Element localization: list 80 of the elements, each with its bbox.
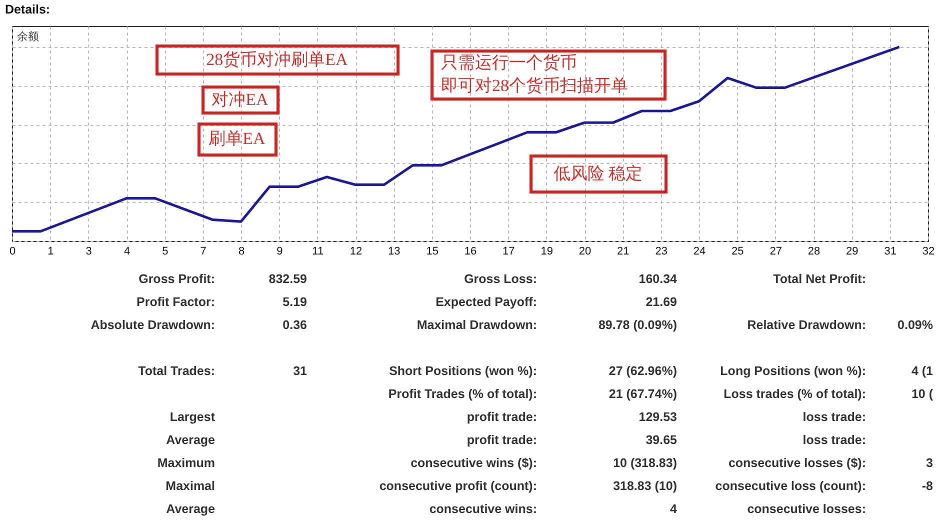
x-tick-label: 24 (693, 246, 706, 258)
text: -8 (922, 479, 934, 493)
text: profit trade: (466, 410, 537, 424)
x-tick-label: 28 (808, 246, 820, 258)
text: consecutive losses ($): (728, 456, 866, 470)
x-tick-label: 23 (655, 246, 668, 258)
text: Maximal (166, 479, 215, 493)
text: Expected Payoff: (436, 295, 537, 309)
text: consecutive loss (count): (715, 479, 866, 493)
text: consecutive wins ($): (410, 456, 537, 470)
text: Absolute Drawdown: (90, 318, 215, 332)
x-tick-label: 13 (388, 246, 400, 258)
text: Profit Factor: (136, 295, 215, 309)
text: 129.53 (638, 410, 678, 424)
text: 10 (318.83) (613, 456, 677, 470)
x-tick-label: 0 (9, 246, 16, 258)
text: 3 (926, 456, 934, 470)
text: Profit Trades (% of total): (388, 387, 537, 401)
text: 21 (67.74%) (608, 387, 677, 401)
text: consecutive losses: (747, 502, 866, 516)
x-tick-label: 15 (426, 246, 438, 258)
x-tick-label: 27 (770, 246, 782, 258)
chart-title: Details: (4, 2, 50, 16)
text: Average (166, 433, 216, 447)
text: 89.78 (0.09%) (598, 318, 677, 332)
text: 27 (62.96%) (608, 364, 677, 378)
text: loss trade: (802, 410, 866, 424)
annotation: 28货币对冲刷单EA (206, 50, 349, 69)
text: Loss trades (% of total): (724, 387, 866, 401)
text: Long Positions (won %): (720, 364, 866, 378)
annotation: 刷单EA (208, 129, 266, 148)
text: Relative Drawdown: (747, 318, 866, 332)
text: Maximal Drawdown: (416, 318, 537, 332)
x-tick-label: 16 (464, 246, 477, 258)
text: Short Positions (won %): (389, 364, 537, 378)
annotation: 只需运行一个货币 (441, 53, 577, 72)
text: Gross Profit: (138, 272, 215, 286)
text: Largest (170, 410, 216, 424)
text: 318.83 (10) (613, 479, 677, 493)
x-tick-label: 11 (312, 246, 324, 258)
text: consecutive wins: (429, 502, 537, 516)
x-tick-label: 12 (350, 246, 362, 258)
text: 4 (1 (911, 364, 934, 378)
x-tick-label: 19 (540, 246, 553, 258)
x-tick-label: 25 (732, 246, 744, 258)
text: Average (166, 502, 216, 516)
x-tick-label: 32 (922, 246, 935, 258)
text: 31 (293, 364, 308, 378)
x-tick-label: 1 (48, 246, 54, 258)
text: 4 (670, 502, 678, 516)
x-tick-label: 31 (884, 246, 896, 258)
text: Gross Loss: (464, 272, 537, 286)
text: 0.09% (898, 318, 933, 332)
text: 5.19 (282, 295, 308, 309)
text: 21.69 (646, 295, 678, 309)
text: 39.65 (646, 433, 678, 447)
x-tick-label: 7 (200, 246, 206, 258)
text: 832.59 (268, 272, 308, 286)
annotation: 即可对28个货币扫描开单 (441, 76, 628, 95)
text: 160.34 (638, 272, 678, 286)
x-tick-label: 21 (617, 246, 630, 258)
annotation: 对冲EA (212, 90, 270, 109)
x-tick-label: 29 (846, 246, 858, 258)
x-tick-label: 4 (124, 246, 130, 258)
text: Total Trades: (138, 364, 215, 378)
x-tick-label: 20 (578, 246, 592, 258)
text: Maximum (157, 456, 215, 470)
text: Total Net Profit: (773, 272, 866, 286)
text: 10 ( (911, 387, 934, 401)
text: consecutive profit (count): (379, 479, 537, 493)
annotation: 低风险 稳定 (553, 164, 643, 183)
x-tick-label: 3 (86, 246, 92, 258)
text: loss trade: (802, 433, 866, 447)
x-tick-label: 5 (162, 246, 168, 258)
y-axis-title: 余额 (17, 30, 39, 43)
text: profit trade: (466, 433, 537, 447)
x-tick-label: 17 (502, 246, 515, 258)
text: 0.36 (282, 318, 308, 332)
x-tick-label: 9 (276, 246, 283, 258)
x-tick-label: 8 (238, 246, 245, 258)
